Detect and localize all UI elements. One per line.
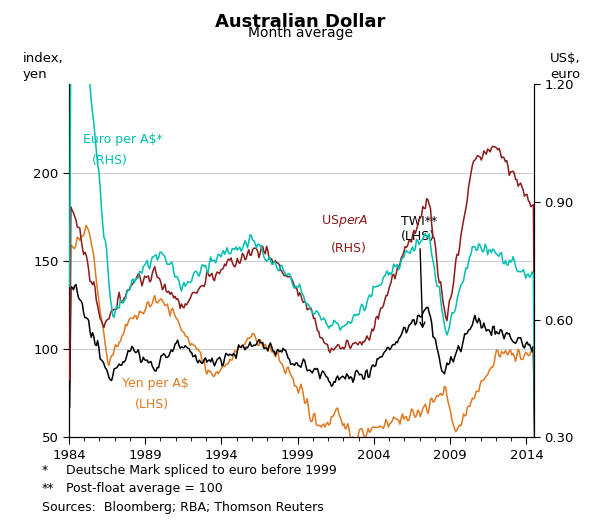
Text: Euro per A$*: Euro per A$*: [83, 133, 163, 146]
Text: Yen per A$: Yen per A$: [122, 377, 189, 390]
Text: TWI**
(LHS): TWI** (LHS): [401, 215, 437, 327]
Text: Sources:  Bloomberg; RBA; Thomson Reuters: Sources: Bloomberg; RBA; Thomson Reuters: [42, 501, 324, 514]
Text: Month average: Month average: [248, 26, 353, 41]
Text: US$ per A$: US$ per A$: [320, 213, 368, 229]
Text: US$,
euro: US$, euro: [550, 52, 581, 81]
Text: *: *: [42, 464, 48, 477]
Text: Post-float average = 100: Post-float average = 100: [66, 482, 223, 495]
Text: Deutsche Mark spliced to euro before 1999: Deutsche Mark spliced to euro before 199…: [66, 464, 337, 477]
Text: Australian Dollar: Australian Dollar: [215, 13, 385, 31]
Text: (LHS): (LHS): [134, 398, 169, 411]
Text: index,
yen: index, yen: [23, 52, 63, 81]
Text: **: **: [42, 482, 55, 495]
Text: (RHS): (RHS): [331, 242, 367, 255]
Text: (RHS): (RHS): [92, 154, 128, 167]
